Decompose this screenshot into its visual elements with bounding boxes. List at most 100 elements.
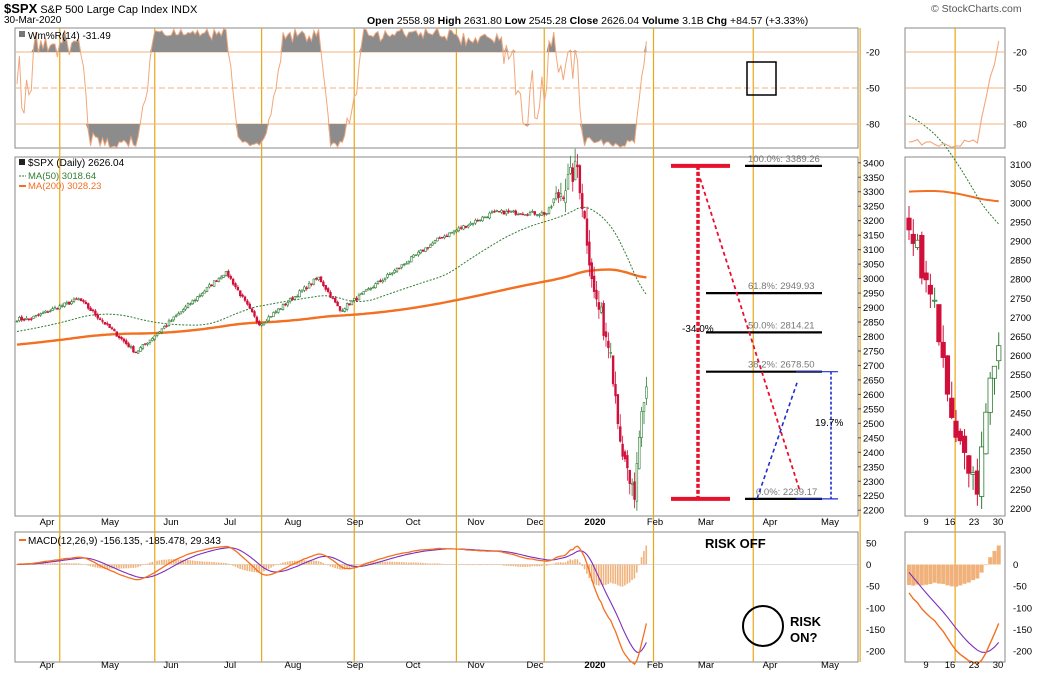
candle-body (543, 212, 546, 215)
willr-overbought-fill (17, 28, 647, 52)
chg-value: +84.57 (+3.33%) (729, 15, 809, 27)
candle-body (243, 296, 247, 301)
zoom-price-xtick-label: 9 (923, 517, 928, 528)
macd-histogram-bar (574, 559, 576, 565)
macd-histogram-bar (396, 561, 398, 565)
ma200-legend: MA(200) 3028.23 (28, 181, 101, 192)
chg-label: Chg (706, 15, 728, 27)
candle-body (22, 318, 26, 321)
macd-histogram-bar (317, 561, 320, 565)
macd-histogram-bar (153, 561, 156, 565)
candle-body (18, 317, 21, 322)
price-ytick-label: 2250 (863, 491, 884, 502)
candle-body (127, 343, 130, 348)
macd-histogram-bar (559, 562, 562, 565)
candle-body (172, 316, 175, 321)
zoom-candle-body (966, 455, 972, 474)
macd-histogram-bar (552, 563, 555, 565)
macd-histogram-bar (156, 560, 158, 565)
candle-body (79, 298, 83, 302)
willr-ytick-label: -80 (866, 120, 880, 131)
macd-histogram-bar (165, 559, 168, 565)
zoom-macd-ytick-label: -200 (1013, 647, 1032, 658)
macd-xtick-label: Jul (224, 660, 236, 671)
macd-histogram-bar (410, 562, 412, 565)
candle-body (481, 216, 484, 222)
candle-body (91, 309, 95, 312)
macd-histogram-bar (605, 564, 607, 585)
price-ytick-label: 3100 (863, 245, 884, 256)
macd-histogram-bar (191, 560, 194, 565)
volume-value: 3.1B (682, 15, 704, 27)
macd-histogram-bar (339, 564, 341, 570)
price-ytick-label: 3000 (863, 274, 884, 285)
macd-histogram-bar (436, 563, 439, 565)
macd-histogram-bar (94, 564, 97, 568)
candle-body (552, 198, 555, 203)
zoom-macd-histogram-bar (979, 564, 984, 573)
candle-body (89, 307, 92, 311)
price-ytick-label: 2950 (863, 289, 884, 300)
candle-body (464, 225, 468, 228)
zoom-candle-body (927, 284, 933, 295)
zoom-macd-ytick-label: -150 (1013, 625, 1032, 636)
candle-body (234, 283, 237, 288)
macd-histogram-bar (113, 564, 116, 569)
price-xtick-label: Oct (406, 517, 421, 528)
candle-body (75, 298, 78, 300)
macd-histogram-bar (550, 564, 553, 565)
candle-body (153, 335, 156, 340)
candle-body (338, 306, 342, 311)
candle-body (533, 211, 536, 215)
candle-body (386, 274, 389, 278)
candle-body (215, 280, 218, 282)
macd-histogram-bar (384, 561, 386, 565)
candle-body (68, 301, 71, 305)
macd-xtick-label: Apr (763, 660, 778, 671)
macd-histogram-bar (227, 563, 230, 565)
candle-body (424, 247, 427, 252)
candle-body (562, 197, 565, 199)
candle-body (516, 213, 520, 216)
macd-histogram-bar (448, 564, 450, 565)
candle-body (621, 443, 624, 457)
macd-xtick-label: Mar (698, 660, 714, 671)
candle-body (293, 296, 297, 300)
macd-histogram-bar (526, 564, 529, 567)
zoom-ma50-line (908, 115, 1000, 225)
macd-histogram-bar (567, 560, 569, 565)
zoom-price-ytick-label: 3100 (1010, 160, 1031, 171)
willr-line (16, 27, 647, 149)
macd-histogram-bar (175, 559, 177, 565)
macd-histogram-bar (510, 564, 512, 567)
candle-body (201, 293, 204, 297)
macd-histogram-bar (331, 564, 334, 568)
candle-body (286, 302, 289, 306)
macd-histogram-bar (536, 564, 538, 567)
candle-body (141, 344, 145, 349)
candle-body (597, 302, 601, 310)
candle-body (196, 296, 199, 301)
price-ytick-label: 2550 (863, 404, 884, 415)
zoom-price-ytick-label: 2300 (1010, 466, 1031, 477)
candle-body (554, 192, 558, 200)
macd-histogram-bar (270, 564, 272, 568)
price-ytick-label: 3300 (863, 187, 884, 198)
zoom-macd-signal-line (908, 571, 1000, 653)
zoom-macd-histogram-bar (919, 564, 924, 586)
macd-histogram-bar (139, 564, 142, 567)
macd-histogram-bar (258, 564, 260, 573)
candle-body (315, 278, 318, 280)
macd-histogram-bar (215, 562, 218, 565)
candle-body (291, 297, 294, 301)
macd-histogram-bar (633, 564, 636, 579)
macd-histogram-bar (358, 564, 360, 565)
macd-histogram-bar (514, 564, 517, 567)
candle-body (262, 322, 266, 325)
price-ytick-label: 3350 (863, 173, 884, 184)
zoom-macd-histogram-bar (988, 557, 993, 565)
macd-histogram-bar (16, 564, 18, 565)
candle-body (531, 210, 534, 213)
macd-histogram-bar (493, 564, 496, 565)
candle-body (98, 318, 102, 321)
